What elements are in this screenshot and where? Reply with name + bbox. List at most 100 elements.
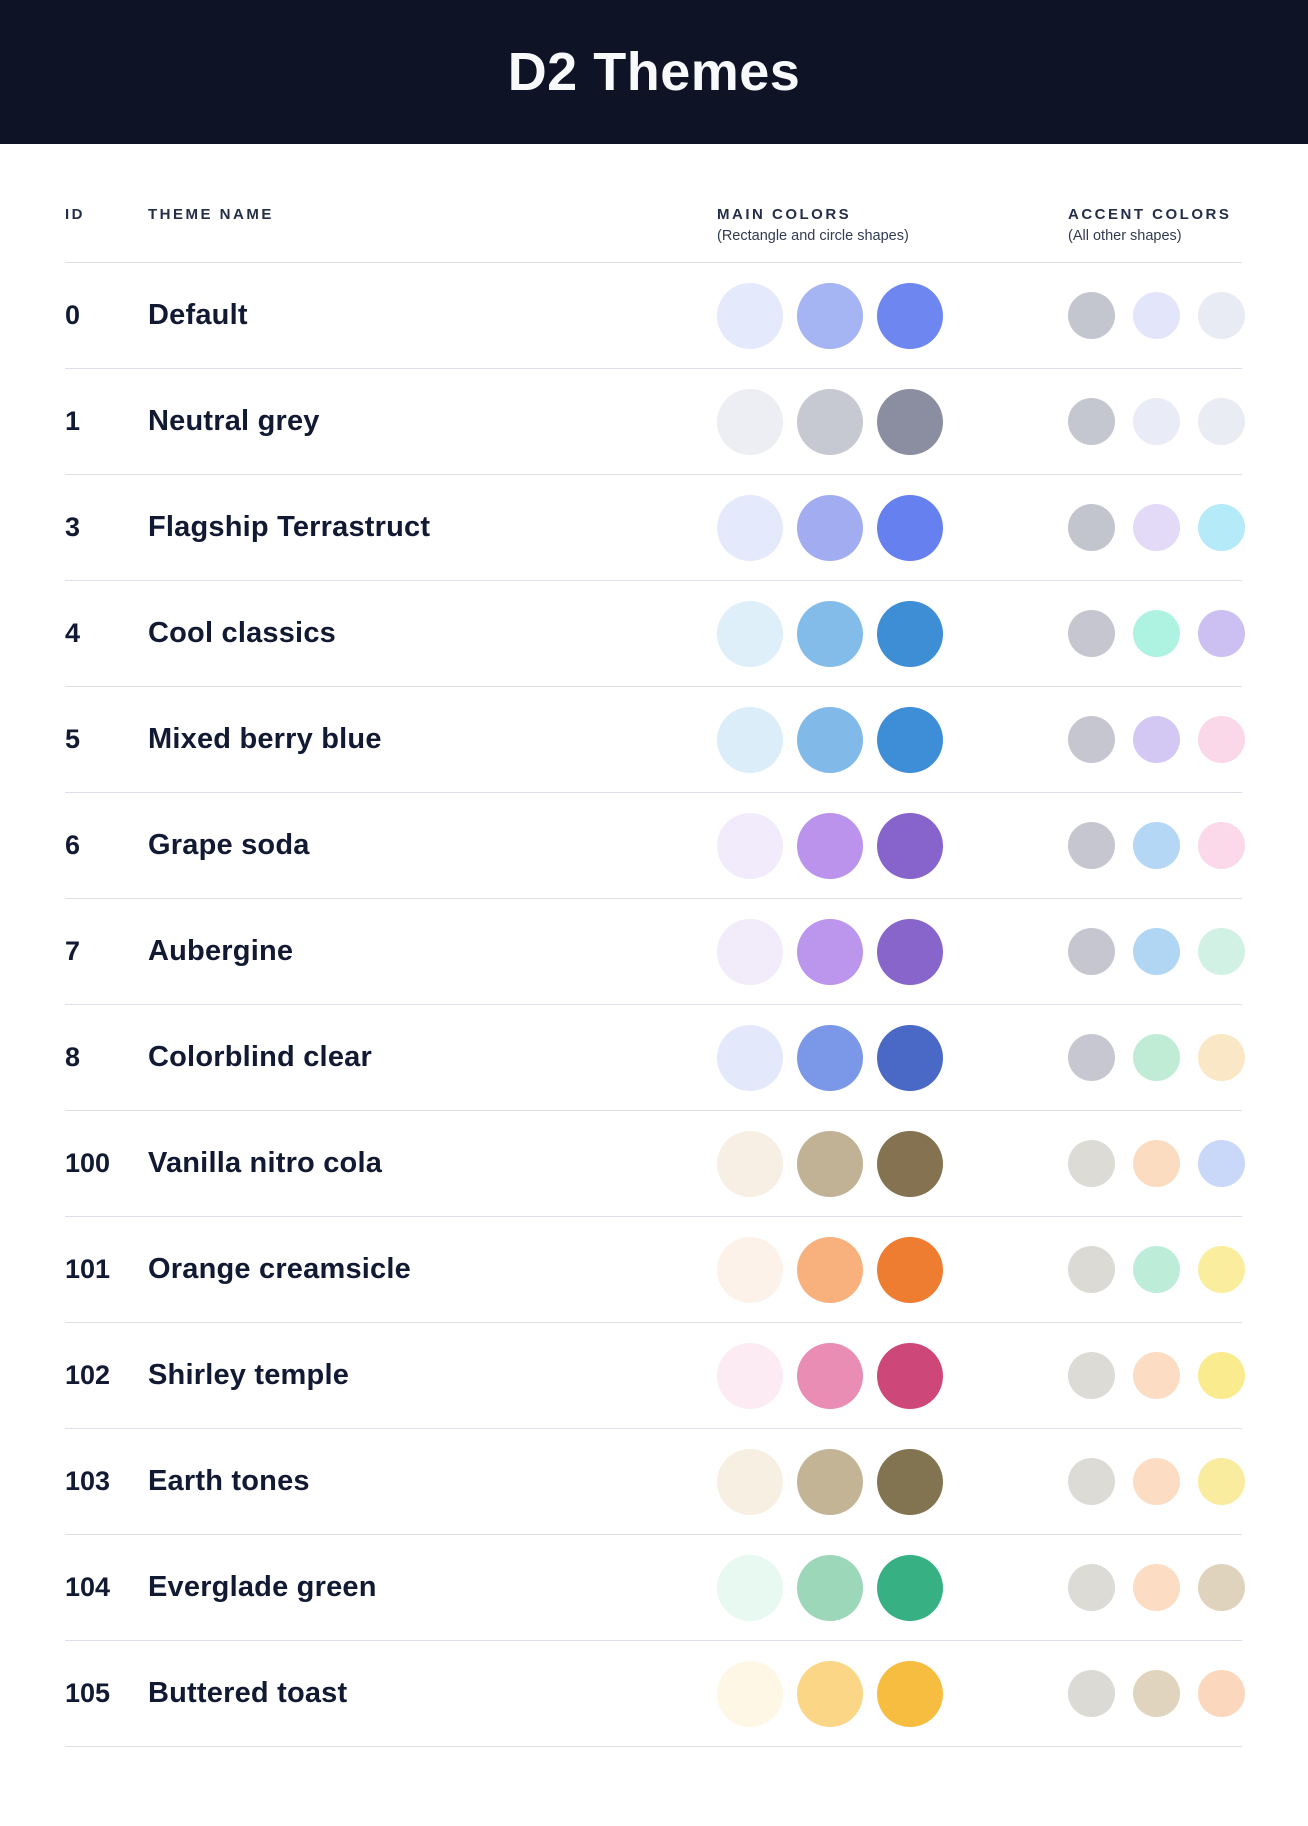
- accent-color-swatch: [1198, 610, 1245, 657]
- main-color-swatch: [717, 1660, 783, 1727]
- accent-color-swatch: [1068, 610, 1115, 657]
- accent-color-swatch: [1068, 822, 1115, 869]
- accent-color-swatch: [1198, 716, 1245, 763]
- accent-color-swatches: [1068, 1034, 1245, 1081]
- main-color-swatch: [877, 1342, 943, 1409]
- accent-color-swatch: [1068, 716, 1115, 763]
- theme-id: 0: [65, 300, 81, 330]
- theme-id: 101: [65, 1254, 111, 1284]
- main-color-swatch: [717, 494, 783, 561]
- theme-id: 1: [65, 406, 81, 436]
- main-color-swatch: [877, 1130, 943, 1197]
- main-color-swatch: [877, 1660, 943, 1727]
- accent-color-swatch: [1133, 504, 1180, 551]
- column-header-main-colors: MAIN COLORS (Rectangle and circle shapes…: [717, 206, 1068, 244]
- table-row: 3 Flagship Terrastruct: [65, 475, 1245, 581]
- accent-color-swatch: [1133, 1140, 1180, 1187]
- main-color-swatch: [797, 1236, 863, 1303]
- main-color-swatch: [717, 1024, 783, 1091]
- accent-color-swatch: [1198, 1458, 1245, 1505]
- table-row: 102 Shirley temple: [65, 1323, 1245, 1429]
- main-color-swatch: [877, 812, 943, 879]
- main-color-swatch: [797, 388, 863, 455]
- theme-name: Default: [148, 299, 248, 331]
- table-row: 8 Colorblind clear: [65, 1005, 1245, 1111]
- accent-color-swatches: [1068, 1564, 1245, 1611]
- main-color-swatches: [717, 812, 1068, 879]
- accent-color-swatches: [1068, 1670, 1245, 1717]
- column-header-main-colors-sublabel: (Rectangle and circle shapes): [717, 228, 909, 244]
- table-header-row: ID THEME NAME MAIN COLORS (Rectangle and…: [65, 144, 1242, 263]
- theme-id: 8: [65, 1042, 81, 1072]
- accent-color-swatch: [1198, 1564, 1245, 1611]
- theme-name: Grape soda: [148, 829, 310, 861]
- accent-color-swatch: [1198, 1670, 1245, 1717]
- accent-color-swatch: [1198, 1140, 1245, 1187]
- main-color-swatch: [717, 918, 783, 985]
- main-color-swatch: [877, 388, 943, 455]
- accent-color-swatches: [1068, 822, 1245, 869]
- table-row: 103 Earth tones: [65, 1429, 1245, 1535]
- main-color-swatch: [877, 600, 943, 667]
- main-color-swatches: [717, 282, 1068, 349]
- main-color-swatch: [717, 1342, 783, 1409]
- table-row: 104 Everglade green: [65, 1535, 1245, 1641]
- page-title: D2 Themes: [507, 42, 801, 102]
- accent-color-swatches: [1068, 504, 1245, 551]
- main-color-swatch: [797, 706, 863, 773]
- theme-name: Earth tones: [148, 1465, 310, 1497]
- main-color-swatch: [717, 388, 783, 455]
- main-color-swatches: [717, 1236, 1068, 1303]
- main-color-swatch: [717, 1554, 783, 1621]
- table-row: 101 Orange creamsicle: [65, 1217, 1245, 1323]
- theme-name: Shirley temple: [148, 1359, 350, 1391]
- accent-color-swatch: [1068, 398, 1115, 445]
- theme-id: 6: [65, 830, 81, 860]
- main-color-swatch: [717, 1130, 783, 1197]
- themes-table: ID THEME NAME MAIN COLORS (Rectangle and…: [65, 144, 1245, 1747]
- theme-name: Colorblind clear: [148, 1041, 372, 1073]
- main-color-swatches: [717, 600, 1068, 667]
- table-row: 6 Grape soda: [65, 793, 1245, 899]
- table-row: 0 Default: [65, 263, 1245, 369]
- accent-color-swatch: [1198, 928, 1245, 975]
- accent-color-swatch: [1133, 1458, 1180, 1505]
- accent-color-swatch: [1068, 1564, 1115, 1611]
- theme-id: 4: [65, 618, 81, 648]
- main-color-swatch: [877, 494, 943, 561]
- main-color-swatch: [797, 918, 863, 985]
- accent-color-swatches: [1068, 1246, 1245, 1293]
- column-header-accent-colors-label: ACCENT COLORS: [1068, 206, 1232, 223]
- accent-color-swatch: [1068, 292, 1115, 339]
- accent-color-swatch: [1133, 1246, 1180, 1293]
- table-row: 7 Aubergine: [65, 899, 1245, 1005]
- main-color-swatch: [877, 282, 943, 349]
- accent-color-swatch: [1068, 504, 1115, 551]
- main-color-swatches: [717, 1554, 1068, 1621]
- accent-color-swatch: [1198, 292, 1245, 339]
- accent-color-swatch: [1068, 1458, 1115, 1505]
- accent-color-swatch: [1198, 822, 1245, 869]
- accent-color-swatch: [1133, 928, 1180, 975]
- theme-id: 102: [65, 1360, 111, 1390]
- theme-name: Neutral grey: [148, 405, 320, 437]
- main-color-swatch: [877, 1554, 943, 1621]
- accent-color-swatch: [1068, 1140, 1115, 1187]
- accent-color-swatches: [1068, 716, 1245, 763]
- main-color-swatches: [717, 494, 1068, 561]
- accent-color-swatches: [1068, 928, 1245, 975]
- accent-color-swatches: [1068, 1352, 1245, 1399]
- accent-color-swatches: [1068, 610, 1245, 657]
- column-header-accent-colors-sublabel: (All other shapes): [1068, 228, 1182, 244]
- theme-name: Orange creamsicle: [148, 1253, 411, 1285]
- accent-color-swatch: [1198, 1034, 1245, 1081]
- column-header-id-label: ID: [65, 206, 85, 223]
- theme-id: 104: [65, 1572, 111, 1602]
- main-color-swatch: [797, 282, 863, 349]
- theme-name: Aubergine: [148, 935, 294, 967]
- accent-color-swatch: [1133, 398, 1180, 445]
- theme-name: Buttered toast: [148, 1677, 348, 1709]
- main-color-swatches: [717, 1342, 1068, 1409]
- main-color-swatch: [877, 706, 943, 773]
